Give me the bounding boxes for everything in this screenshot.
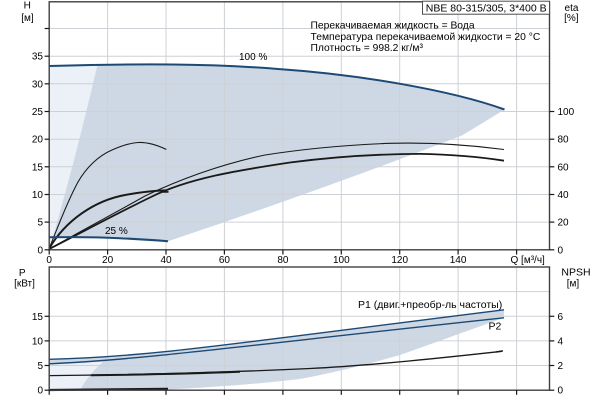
svg-text:5: 5 — [37, 218, 43, 229]
svg-text:60: 60 — [558, 162, 570, 173]
svg-text:40: 40 — [160, 255, 172, 266]
svg-text:0: 0 — [37, 386, 43, 397]
svg-text:0: 0 — [37, 245, 43, 256]
svg-text:20: 20 — [32, 135, 44, 146]
svg-text:2: 2 — [558, 361, 564, 372]
svg-text:10: 10 — [32, 190, 44, 201]
svg-text:15: 15 — [32, 162, 44, 173]
svg-text:30: 30 — [32, 79, 44, 90]
svg-text:100: 100 — [333, 255, 350, 266]
svg-text:0: 0 — [558, 386, 564, 397]
svg-text:[%]: [%] — [564, 13, 579, 24]
svg-text:80: 80 — [277, 255, 289, 266]
svg-text:Перекачиваемая жидкость = Вода: Перекачиваемая жидкость = Вода — [311, 21, 475, 32]
svg-text:80: 80 — [558, 135, 570, 146]
svg-text:120: 120 — [391, 255, 408, 266]
svg-text:4: 4 — [558, 336, 564, 347]
svg-text:20: 20 — [102, 255, 114, 266]
svg-text:25 %: 25 % — [105, 226, 128, 237]
svg-text:25: 25 — [32, 107, 44, 118]
svg-text:NBE 80-315/305, 3*400 В: NBE 80-315/305, 3*400 В — [426, 2, 547, 14]
svg-text:10: 10 — [32, 336, 44, 347]
svg-text:P2: P2 — [489, 321, 502, 333]
svg-text:[м]: [м] — [21, 13, 34, 24]
svg-text:0: 0 — [558, 245, 564, 256]
svg-text:100: 100 — [558, 107, 575, 118]
svg-text:[м]: [м] — [567, 278, 580, 289]
svg-text:[кВт]: [кВт] — [14, 279, 35, 290]
svg-text:6: 6 — [558, 312, 564, 323]
svg-text:15: 15 — [32, 312, 44, 323]
svg-text:P1 (двиг.+преобр-ль частоты): P1 (двиг.+преобр-ль частоты) — [358, 299, 502, 311]
svg-text:Плотность = 998.2 кг/м³: Плотность = 998.2 кг/м³ — [311, 43, 424, 54]
svg-text:P: P — [19, 268, 26, 279]
svg-text:35: 35 — [32, 52, 44, 63]
svg-text:100 %: 100 % — [239, 52, 267, 63]
svg-text:Температура перекачиваемой жид: Температура перекачиваемой жидкости = 20… — [311, 32, 541, 43]
svg-text:5: 5 — [37, 361, 43, 372]
svg-text:NPSH: NPSH — [561, 266, 590, 278]
svg-text:H: H — [24, 1, 31, 12]
svg-text:40: 40 — [558, 190, 570, 201]
svg-text:eta: eta — [565, 3, 579, 14]
svg-text:60: 60 — [219, 255, 231, 266]
svg-text:20: 20 — [558, 218, 570, 229]
svg-text:140: 140 — [450, 255, 467, 266]
svg-text:Q [м³/ч]: Q [м³/ч] — [511, 255, 546, 266]
svg-text:0: 0 — [46, 255, 52, 266]
